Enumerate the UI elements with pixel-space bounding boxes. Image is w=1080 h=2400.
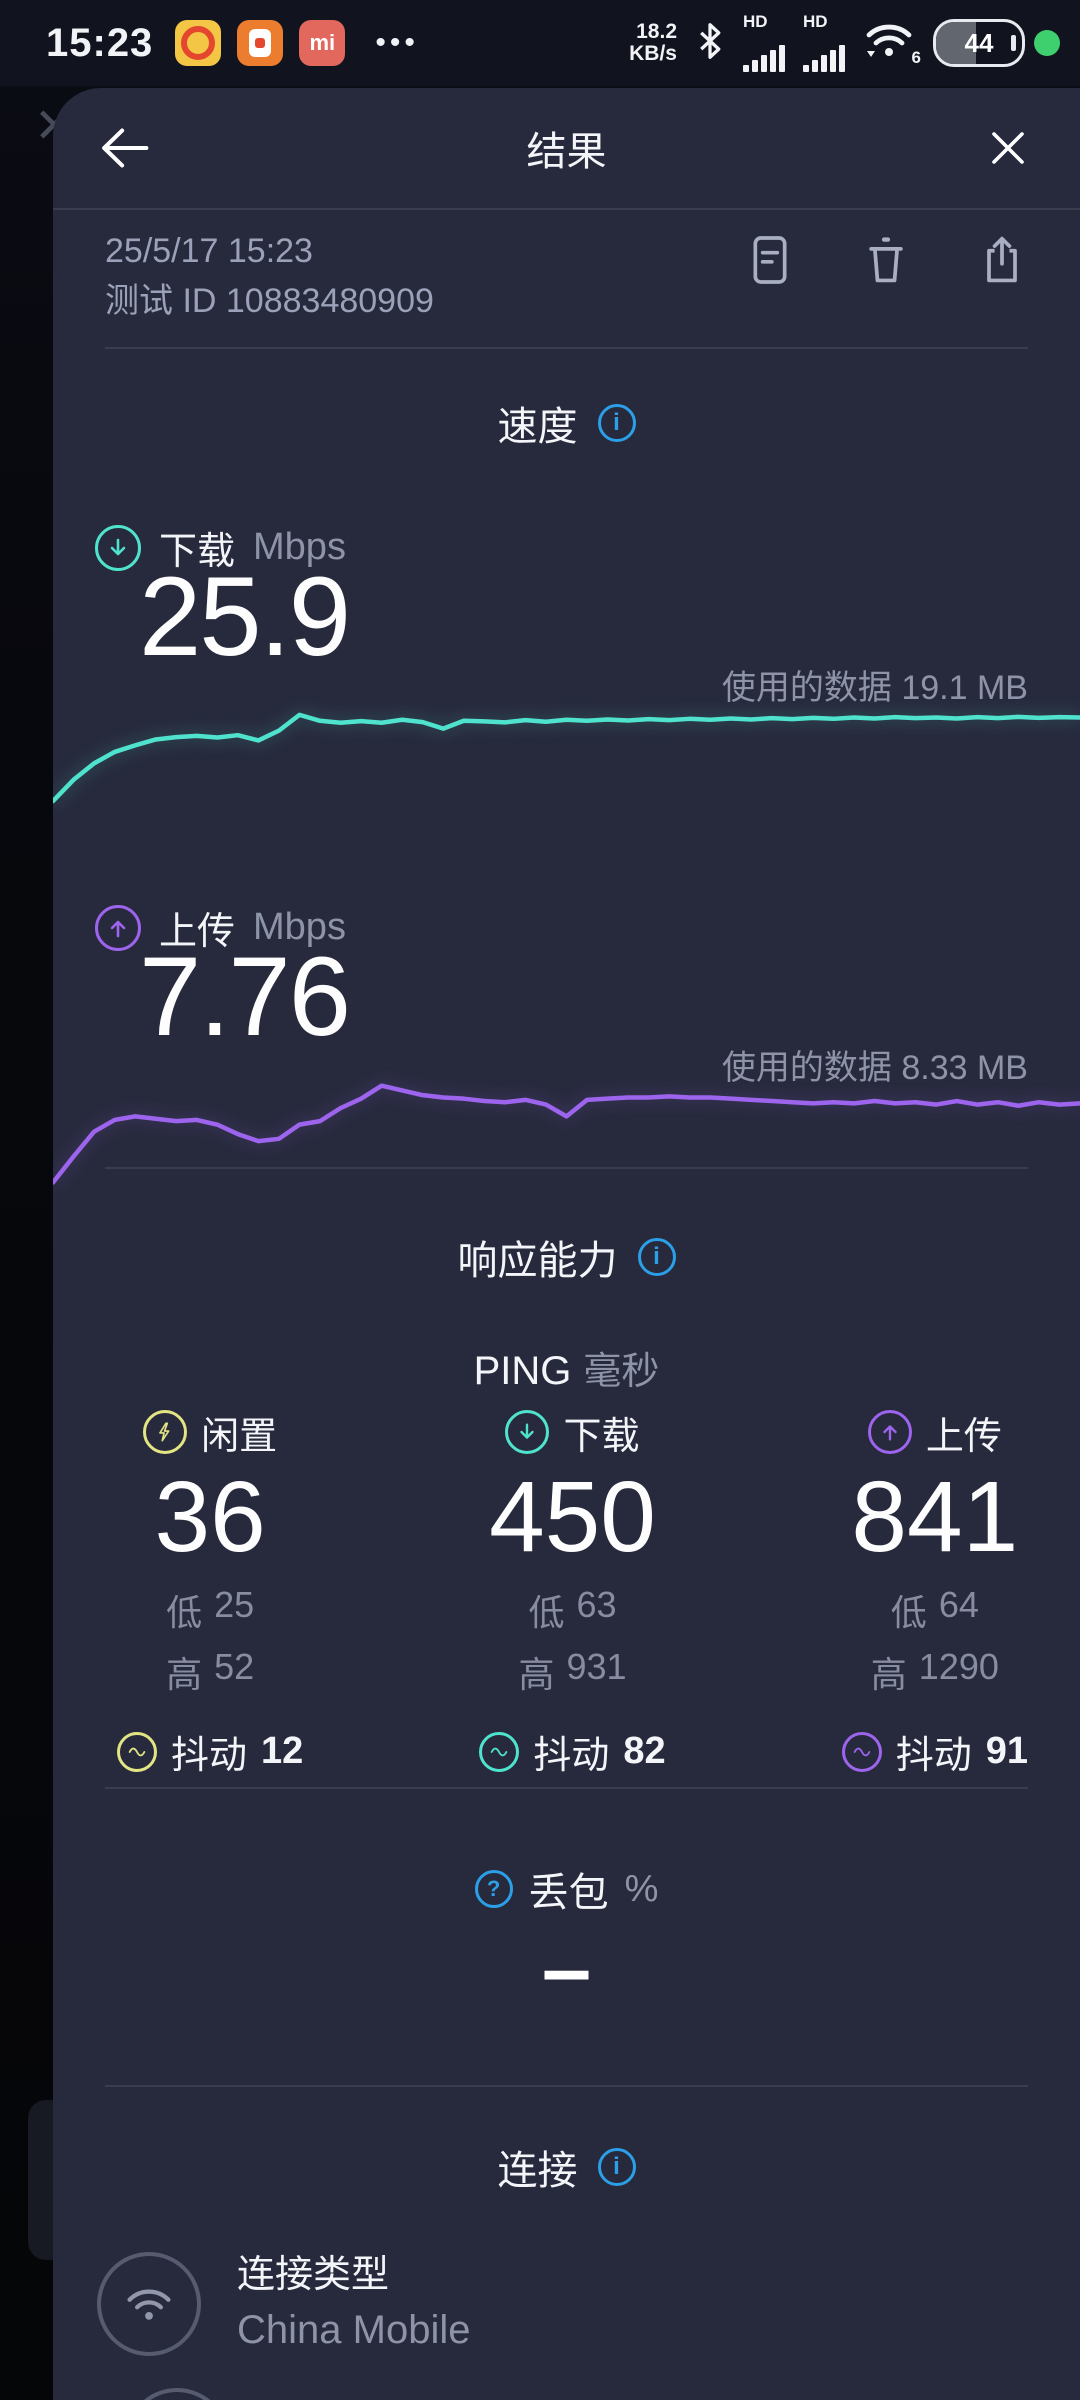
jitter-wave-icon — [479, 1731, 520, 1772]
recording-dot-indicator — [1034, 30, 1060, 56]
loss-divider — [105, 2085, 1028, 2087]
bluetooth-icon — [695, 19, 725, 68]
ping-divider — [105, 1787, 1028, 1789]
orange-app-icon — [237, 20, 284, 66]
packet-loss-value: — — [544, 1921, 589, 2019]
download-arrow-icon — [95, 524, 141, 571]
upload-value: 7.76 — [139, 934, 351, 1059]
more-notifications-icon: ••• — [375, 26, 419, 59]
speed-info-icon[interactable]: i — [597, 404, 636, 442]
test-id: 测试 ID 10883480909 — [105, 282, 434, 320]
download-data-used: 使用的数据 19.1 MB — [721, 669, 1028, 707]
xiaomi-app-icon: mi — [299, 20, 346, 66]
speed-divider — [105, 1167, 1028, 1169]
connection-info-icon[interactable]: i — [597, 2148, 636, 2186]
sim2-signal-icon: HD — [803, 12, 845, 72]
result-header: 结果 — [53, 88, 1080, 208]
download-ping-value: 450 — [489, 1461, 656, 1573]
wifi-icon: 6 — [863, 19, 921, 68]
page-title: 结果 — [526, 130, 607, 174]
info-divider — [105, 347, 1028, 349]
result-card: 结果 25/5/17 15:23 测试 ID 10883480909 速度 — [53, 88, 1080, 2400]
notification-icons: mi ••• — [175, 20, 419, 66]
responsiveness-info-icon[interactable]: i — [637, 1238, 676, 1276]
ping-idle-cell: 闲置 36 低 25 高 52 抖动 12 — [117, 1408, 303, 1779]
idle-jitter: 抖动 12 — [117, 1724, 303, 1779]
download-chart — [53, 688, 1080, 806]
delete-button[interactable] — [860, 234, 912, 286]
download-value: 25.9 — [139, 554, 351, 679]
network-speed-indicator: 18.2 KB/s — [629, 20, 677, 65]
idle-ping-value: 36 — [154, 1461, 266, 1573]
connection-type-label: 连接类型 — [237, 2254, 390, 2296]
sim1-signal-icon: HD — [743, 12, 785, 72]
ping-upload-cell: 上传 841 低 64 高 1290 抖动 91 — [841, 1408, 1028, 1779]
ping-grid: 闲置 36 低 25 高 52 抖动 12 下载 450 低 63 高 931 — [117, 1408, 1028, 1779]
test-datetime: 25/5/17 15:23 — [105, 232, 313, 270]
upload-ping-value: 841 — [851, 1461, 1019, 1573]
results-note-button[interactable] — [744, 234, 796, 286]
packet-loss-title: ? 丢包 % — [53, 1860, 1080, 1918]
download-arrow-icon — [505, 1410, 550, 1454]
responsiveness-section-title: 响应能力 i — [53, 1228, 1080, 1286]
header-divider — [53, 208, 1080, 210]
status-indicators: 18.2 KB/s HD HD 6 44 — [629, 12, 1060, 72]
ping-title: PING 毫秒 — [473, 1349, 660, 1393]
download-jitter: 抖动 82 — [479, 1724, 666, 1779]
connection-section-title: 连接 i — [53, 2138, 1080, 2196]
connection-type-row: 连接类型 China Mobile — [97, 2248, 1028, 2358]
close-button[interactable] — [976, 116, 1040, 180]
connection-provider: China Mobile — [237, 2308, 471, 2352]
packet-loss-help-icon[interactable]: ? — [474, 1870, 513, 1908]
upload-jitter: 抖动 91 — [841, 1724, 1028, 1779]
next-row-icon-partial — [125, 2388, 229, 2400]
share-button[interactable] — [976, 234, 1028, 286]
speed-section-title: 速度 i — [53, 394, 1080, 452]
wifi-connection-icon — [97, 2252, 201, 2356]
idle-lightning-icon — [143, 1410, 188, 1454]
upload-arrow-icon — [95, 904, 141, 951]
status-time: 15:23 — [46, 20, 154, 65]
test-info-row: 25/5/17 15:23 测试 ID 10883480909 — [105, 226, 1028, 326]
download-label-row: 下载 Mbps — [95, 520, 346, 575]
back-button[interactable] — [93, 116, 157, 180]
upload-arrow-icon — [867, 1410, 912, 1454]
upload-data-used: 使用的数据 8.33 MB — [721, 1049, 1028, 1087]
jitter-wave-icon — [117, 1731, 157, 1772]
status-bar: 15:23 mi ••• 18.2 KB/s HD HD — [0, 0, 1080, 86]
weibo-app-icon — [175, 20, 222, 66]
ping-download-cell: 下载 450 低 63 高 931 抖动 82 — [479, 1408, 666, 1779]
upload-chart — [53, 1068, 1080, 1186]
jitter-wave-icon — [841, 1731, 882, 1772]
upload-label-row: 上传 Mbps — [95, 900, 346, 955]
battery-indicator: 44 — [933, 19, 1025, 67]
